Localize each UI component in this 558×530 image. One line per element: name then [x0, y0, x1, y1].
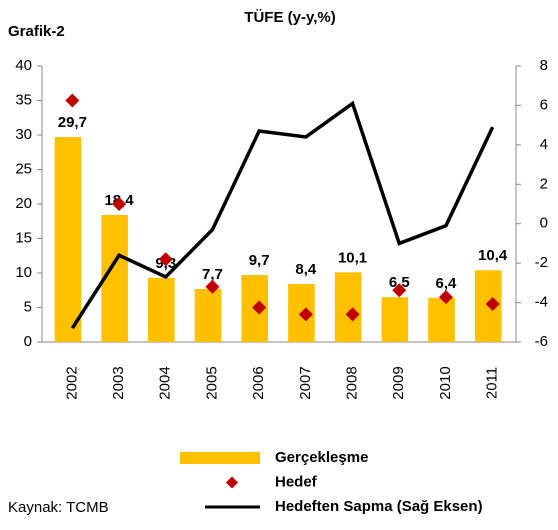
- y-tick-label: 30: [15, 126, 32, 143]
- bar: [381, 297, 409, 342]
- x-tick-label: 2004: [157, 366, 174, 399]
- bar: [194, 288, 222, 342]
- y2-tick-label: -2: [535, 254, 548, 271]
- y2-tick-label: 4: [540, 136, 548, 153]
- x-tick-label: 2011: [484, 367, 501, 399]
- legend-label: Hedef: [275, 473, 318, 490]
- y-tick-label: 0: [24, 333, 32, 350]
- y-tick-label: 40: [15, 57, 32, 74]
- value-label: 29,7: [58, 114, 87, 131]
- y-tick-label: 35: [15, 91, 32, 108]
- marker: [65, 93, 80, 108]
- y2-tick-label: 0: [540, 215, 548, 232]
- bar: [54, 137, 82, 342]
- chart-label: Grafik-2: [8, 23, 65, 40]
- value-label: 8,4: [295, 261, 317, 278]
- bar: [148, 277, 175, 342]
- bar: [428, 297, 455, 342]
- y-tick-label: 5: [24, 298, 32, 315]
- x-tick-label: 2008: [344, 366, 361, 399]
- x-tick-label: 2003: [110, 366, 127, 399]
- marker: [112, 197, 127, 211]
- y2-tick-label: -6: [535, 333, 548, 350]
- marker: [485, 297, 500, 312]
- legend-swatch: [226, 476, 238, 489]
- y-tick-label: 15: [15, 229, 32, 246]
- x-tick-label: 2005: [203, 366, 220, 399]
- x-tick-label: 2006: [250, 366, 267, 399]
- value-label: 9,7: [249, 252, 270, 269]
- marker: [252, 300, 267, 315]
- value-label: 10,1: [338, 249, 367, 266]
- value-label: 6,4: [436, 275, 458, 292]
- y2-tick-label: -4: [535, 294, 548, 311]
- marker: [158, 252, 173, 267]
- x-tick-label: 2002: [63, 366, 80, 399]
- value-label: 10,4: [478, 247, 508, 264]
- y-tick-label: 20: [15, 195, 32, 212]
- source: Kaynak: TCMB: [8, 499, 109, 516]
- legend-swatch: [180, 452, 260, 464]
- y-tick-label: 10: [15, 264, 32, 281]
- marker: [438, 290, 453, 305]
- y-tick-label: 25: [15, 160, 32, 177]
- marker: [392, 283, 407, 298]
- legend-label: Hedeften Sapma (Sağ Eksen): [275, 498, 483, 515]
- line: [70, 100, 495, 330]
- marker: [345, 307, 360, 322]
- marker: [205, 279, 220, 294]
- x-tick-label: 2007: [297, 366, 314, 399]
- y2-tick-label: 2: [540, 175, 548, 192]
- marker: [298, 307, 313, 322]
- legend-label: Gerçekleşme: [275, 449, 368, 466]
- x-tick-label: 2009: [390, 366, 407, 399]
- chart-title: TÜFE (y-y,%): [244, 9, 335, 26]
- y2-tick-label: 6: [540, 96, 548, 113]
- value-label: 7,7: [202, 266, 223, 283]
- bar: [334, 272, 362, 342]
- y2-tick-label: 8: [540, 57, 548, 74]
- x-tick-label: 2010: [437, 366, 454, 399]
- value-label: 6,5: [389, 274, 410, 291]
